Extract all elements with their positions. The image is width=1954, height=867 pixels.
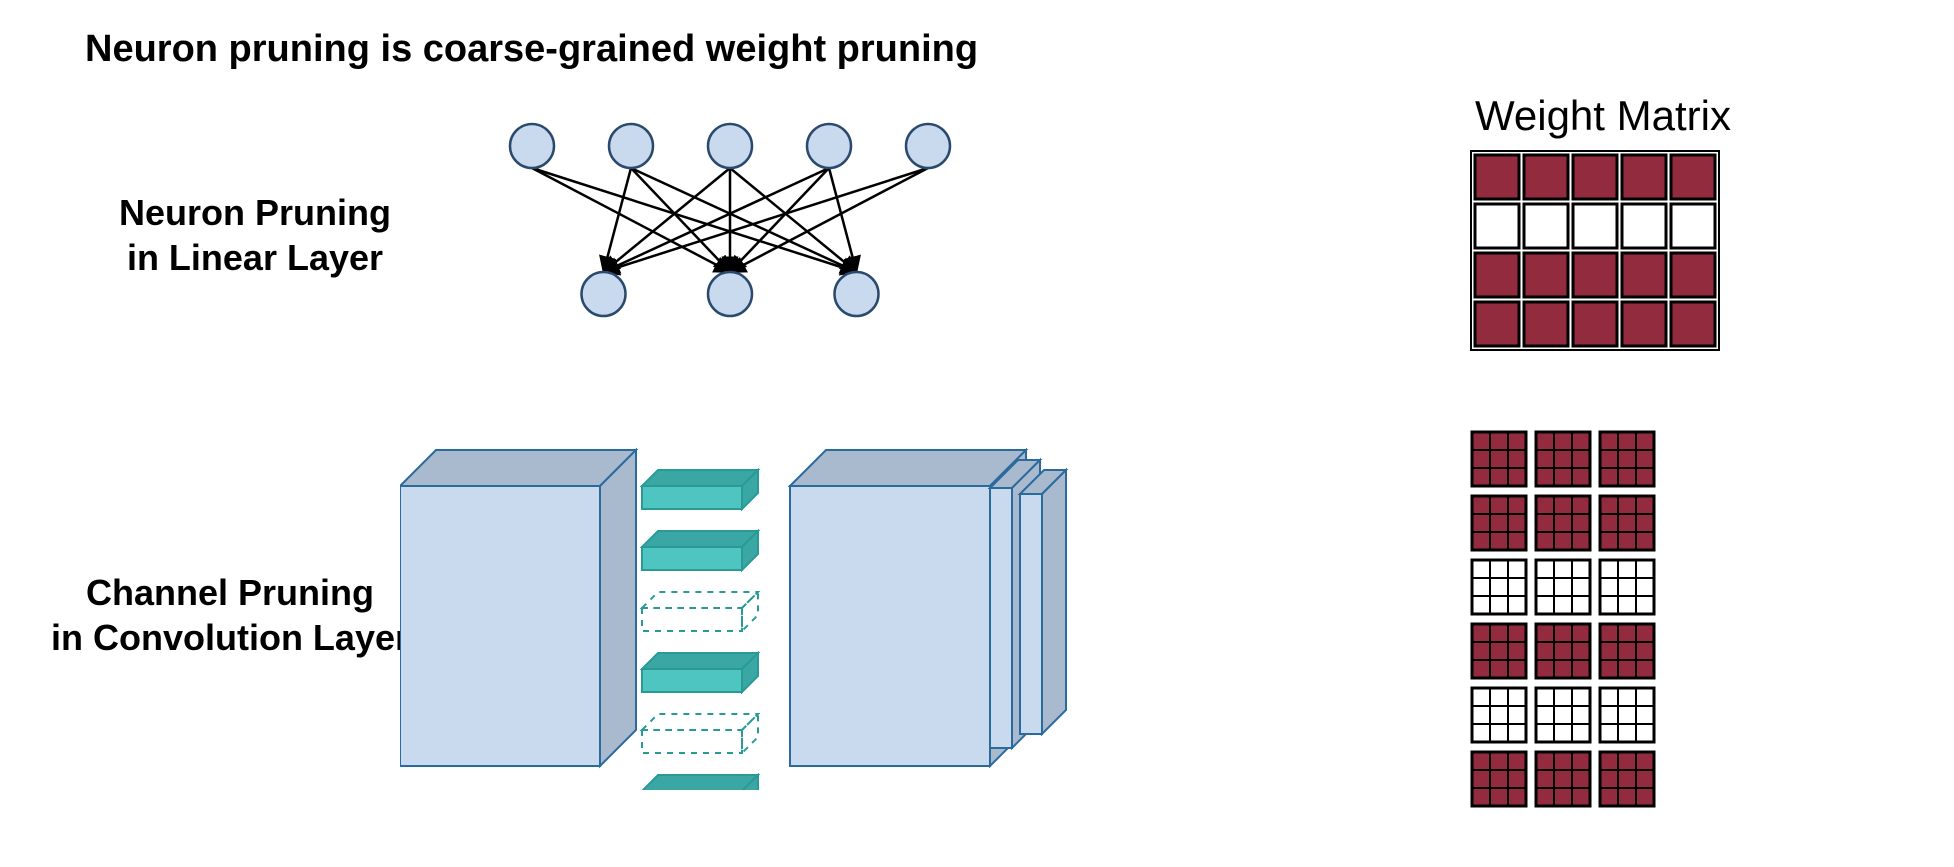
weight-matrix-label: Weight Matrix [1475, 92, 1731, 140]
linear-network-diagram [500, 120, 960, 325]
channel-pruning-label: Channel Pruningin Convolution Layer [30, 570, 430, 660]
weight-matrix-bottom [1470, 430, 1656, 813]
page-title: Neuron pruning is coarse-grained weight … [85, 28, 978, 71]
weight-matrix-top [1470, 150, 1720, 356]
conv-diagram [400, 430, 1100, 795]
neuron-pruning-label: Neuron Pruningin Linear Layer [95, 190, 415, 280]
